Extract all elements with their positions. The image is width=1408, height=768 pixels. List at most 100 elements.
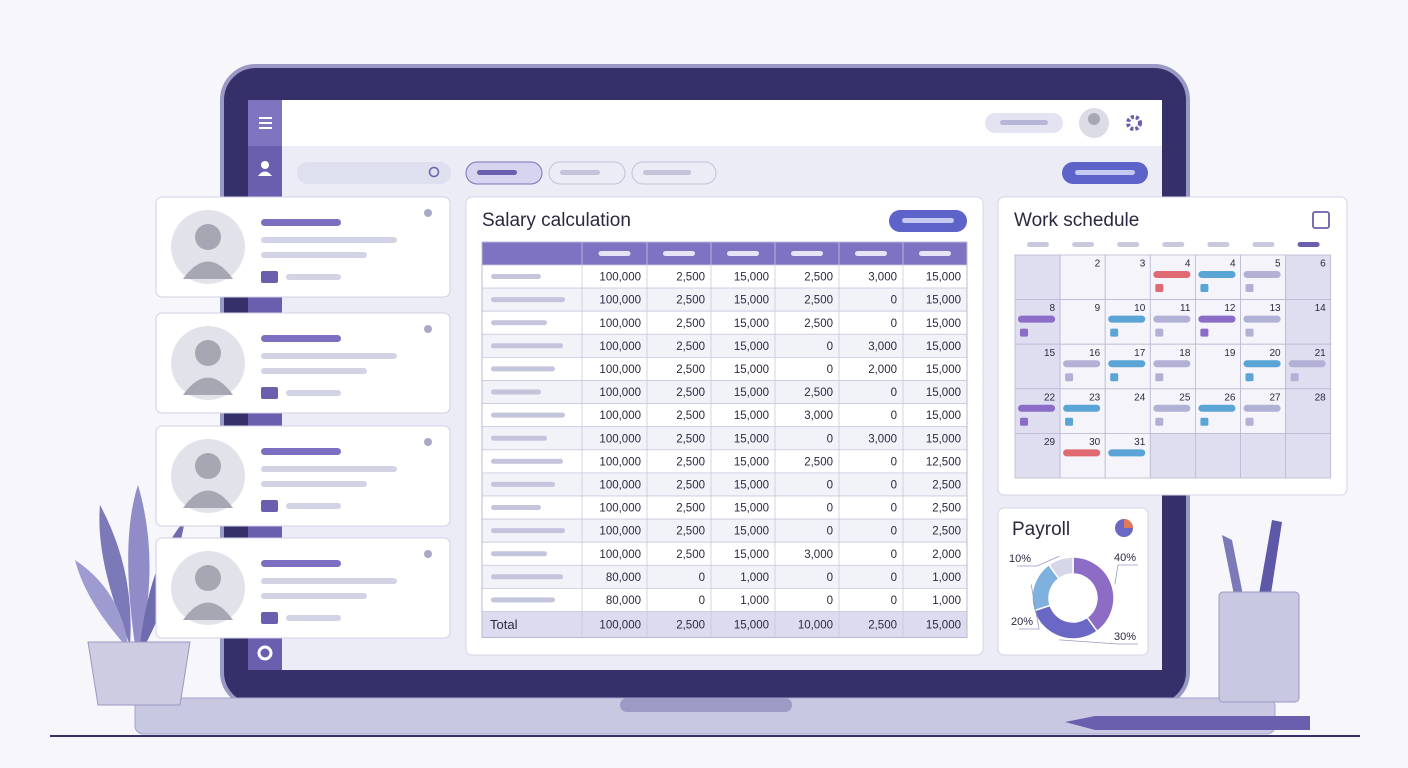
cell: 15,000 [926,272,961,284]
header-placeholder [727,251,759,256]
leader-line [1114,564,1138,585]
cell: 100,000 [599,410,641,422]
cell: 0 [891,549,897,561]
leader-line [1059,639,1138,645]
user-icon-body [258,171,272,176]
day-cell [1014,432,1061,479]
table-border [481,241,968,638]
day-number: 9 [1095,303,1101,314]
cell: 2,500 [932,479,961,491]
row-placeholder [491,297,565,303]
employee-cards [155,196,451,639]
cell: 100,000 [599,341,641,353]
shift-bar [1198,315,1236,323]
cell: 1,000 [932,572,961,584]
cell: 100,000 [599,526,641,538]
cell: 0 [891,387,897,399]
settings-icon[interactable] [257,645,273,661]
placeholder [643,170,691,175]
day-number: 14 [1315,303,1327,314]
cell: 0 [827,479,833,491]
weekday-placeholder [1072,242,1095,247]
briefcase-icon [261,387,278,399]
shift-icon [1245,328,1254,337]
shift-icon [1020,328,1028,337]
cell: 15,000 [734,503,769,515]
pie-icon-slice [1124,519,1133,528]
avatar-body [183,261,233,279]
placeholder [261,368,367,374]
briefcase-icon [261,500,278,512]
cell: 2,500 [804,295,833,307]
search-icon [428,166,440,178]
briefcase-icon [261,612,278,624]
settings-icon[interactable] [1126,115,1142,131]
user-icon[interactable] [261,161,269,169]
row-placeholder [491,551,547,557]
avatar-head [195,224,221,250]
cell: 2,500 [676,387,705,399]
cell: 2,500 [932,503,961,515]
cell: 80,000 [606,572,641,584]
avatar-head [195,453,221,479]
shift-icon [1110,373,1119,382]
search-box[interactable] [297,162,451,184]
cell: 100,000 [599,503,641,515]
shift-bar [1153,315,1191,323]
cell: 3,000 [868,341,897,353]
avatar-head [195,565,221,591]
day-number: 2 [1095,259,1101,270]
day-number: 30 [1089,437,1101,448]
weekday-placeholder [1027,242,1049,247]
cell: 15,000 [734,364,769,376]
row-placeholder [491,597,555,603]
cell: 1,000 [740,572,769,584]
row-placeholder [491,528,565,534]
cell: 15,000 [734,295,769,307]
day-number: 6 [1320,259,1326,270]
shift-icon [1155,284,1164,292]
weekday-placeholder [1117,242,1140,247]
placeholder [261,448,341,455]
cell: 0 [891,503,897,515]
donut-label: 10% [1009,553,1031,565]
header-placeholder [663,251,695,256]
cell: 0 [891,479,897,491]
weekday-placeholder [1297,242,1320,247]
total-label: Total [490,617,518,632]
day-number: 17 [1134,348,1146,359]
day-cell [1059,254,1106,300]
shift-bar [1108,315,1146,323]
cell: 15,000 [734,410,769,422]
day-number: 21 [1315,348,1327,359]
shift-icon [1200,284,1209,292]
day-number: 25 [1179,392,1191,403]
total-cell: 10,000 [798,620,833,632]
day-number: 8 [1050,303,1056,314]
day-number: 13 [1269,303,1281,314]
cell: 0 [891,526,897,538]
shift-icon [1065,373,1074,382]
shift-icon [1200,328,1209,337]
placeholder [261,560,341,567]
placeholder [1075,170,1135,175]
cell: 15,000 [734,318,769,330]
header-placeholder [855,251,887,256]
cell: 15,000 [926,387,961,399]
salary-table: 100,000 2,500 15,000 2,500 3,000 15,000 100,00… [481,241,968,638]
placeholder [261,219,341,226]
shift-bar [1108,360,1146,368]
shift-bar [1198,404,1236,412]
placeholder [261,578,397,584]
total-cell: 15,000 [734,620,769,632]
cell: 0 [891,295,897,307]
total-row [481,611,968,638]
calendar-icon[interactable] [1312,211,1330,229]
shift-bar [1108,449,1146,457]
row-placeholder [491,389,541,395]
cell: 80,000 [606,595,641,607]
avatar-body [183,602,233,620]
panel-title: Work schedule [1014,210,1139,231]
cell: 3,000 [868,272,897,284]
